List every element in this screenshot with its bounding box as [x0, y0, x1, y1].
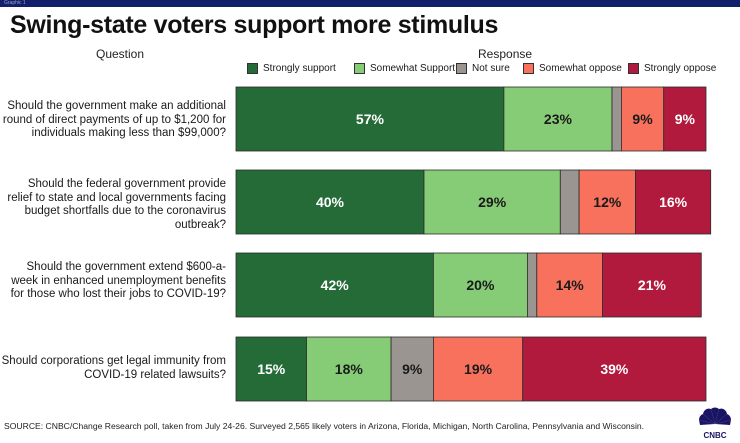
legend-swatch-strongly-oppose	[628, 63, 639, 74]
bar-somewhat-support-q4	[306, 336, 392, 402]
legend-swatch-strongly-support	[247, 63, 258, 74]
stacked-bar-chart: 57% 23% 9% 9% 40% 29% 12% 16% 42% 20% 14% 21% 15% 18%…	[235, 86, 712, 402]
bar-somewhat-oppose-q3	[536, 252, 603, 318]
legend-swatch-not-sure	[456, 63, 467, 74]
bar-not-sure-q4	[390, 336, 434, 402]
bar-somewhat-oppose-q2	[578, 169, 636, 235]
bar-not-sure-q1	[611, 86, 622, 152]
bar-somewhat-oppose-q4	[432, 336, 524, 402]
bar-not-sure-q3	[527, 252, 538, 318]
bar-not-sure-q2	[559, 169, 580, 235]
data-label-strongly-oppose-q2: 16%	[659, 194, 688, 210]
data-label-strongly-support-q3: 42%	[321, 277, 350, 293]
data-label-strongly-oppose-q1: 9%	[675, 111, 696, 127]
bar-somewhat-support-q3	[432, 252, 528, 318]
data-label-somewhat-oppose-q4: 19%	[464, 361, 493, 377]
question-label-2: Should the federal government provide re…	[7, 178, 226, 231]
data-label-somewhat-support-q3: 20%	[466, 277, 495, 293]
question-label-3: Should the government extend $600-a-week…	[10, 261, 226, 300]
logo-wordmark: CNBC	[703, 431, 726, 440]
legend-swatch-somewhat-oppose	[523, 63, 534, 74]
bar-strongly-oppose-q1	[663, 86, 707, 152]
response-column-header: Response	[478, 47, 533, 61]
legend: Strongly support Somewhat Support Not su…	[247, 62, 727, 76]
data-label-somewhat-support-q1: 23%	[544, 111, 573, 127]
chart-title: Swing-state voters support more stimulus	[10, 11, 499, 39]
data-label-strongly-oppose-q4: 39%	[600, 361, 629, 377]
legend-swatch-somewhat-support	[354, 63, 365, 74]
data-label-somewhat-oppose-q2: 12%	[593, 194, 622, 210]
data-label-somewhat-support-q2: 29%	[478, 194, 507, 210]
bar-strongly-oppose-q3	[602, 252, 702, 318]
bar-strongly-support-q3	[235, 252, 434, 318]
data-label-somewhat-oppose-q3: 14%	[556, 277, 585, 293]
cnbc-peacock-logo: CNBC	[698, 407, 732, 440]
data-label-strongly-oppose-q3: 21%	[638, 277, 667, 293]
legend-label-somewhat-support: Somewhat Support	[370, 63, 456, 74]
bar-somewhat-support-q2	[423, 169, 561, 235]
data-label-strongly-support-q1: 57%	[356, 111, 385, 127]
bar-strongly-oppose-q2	[635, 169, 712, 235]
legend-label-not-sure: Not sure	[472, 63, 510, 74]
bar-strongly-support-q2	[235, 169, 425, 235]
legend-label-strongly-oppose: Strongly oppose	[644, 63, 717, 74]
question-label-1: Should the government make an additional…	[2, 100, 226, 139]
data-label-somewhat-oppose-q1: 9%	[632, 111, 653, 127]
legend-label-strongly-support: Strongly support	[263, 63, 336, 74]
top-strip: Graphic 1	[0, 0, 740, 7]
data-label-strongly-support-q2: 40%	[316, 194, 345, 210]
data-label-not-sure-q4: 9%	[402, 361, 423, 377]
top-strip-label: Graphic 1	[4, 0, 26, 6]
source-note: SOURCE: CNBC/Change Research poll, taken…	[4, 421, 645, 431]
data-label-strongly-support-q4: 15%	[257, 361, 286, 377]
bar-strongly-support-q1	[235, 86, 505, 152]
question-label-4: Should corporations get legal immunity f…	[1, 355, 226, 381]
legend-label-somewhat-oppose: Somewhat oppose	[539, 63, 622, 74]
bar-somewhat-oppose-q1	[621, 86, 665, 152]
bar-strongly-support-q4	[235, 336, 307, 402]
question-column-header: Question	[96, 47, 145, 61]
bar-strongly-oppose-q4	[522, 336, 707, 402]
data-label-somewhat-support-q4: 18%	[335, 361, 364, 377]
